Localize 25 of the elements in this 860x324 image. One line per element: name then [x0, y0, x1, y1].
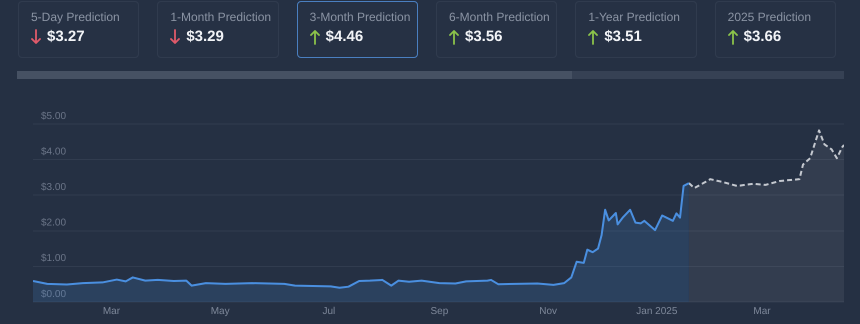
x-tick-label: Mar	[102, 306, 121, 317]
text: 5-Day Prediction	[31, 10, 121, 24]
x-tick-label: Jan 2025	[636, 306, 678, 317]
x-tick-label: Nov	[539, 306, 558, 317]
x-tick-label: Sep	[430, 306, 449, 317]
text: $3.27	[47, 28, 85, 45]
y-tick-label: $4.00	[41, 146, 66, 158]
text: $4.46	[326, 28, 364, 45]
x-tick-label: Jul	[322, 306, 336, 317]
text: 1-Month Prediction	[170, 10, 272, 24]
y-tick-label: $2.00	[41, 218, 66, 229]
text: 3-Month Prediction	[310, 10, 412, 24]
text: $3.56	[464, 28, 503, 45]
text: 6-Month Prediction	[448, 10, 551, 24]
text: $3.66	[744, 28, 782, 45]
y-tick-label: $5.00	[41, 110, 66, 122]
x-tick-label: Mar	[753, 306, 772, 317]
y-tick-label: $0.00	[41, 288, 66, 300]
y-tick-label: $3.00	[41, 182, 66, 193]
text: $3.29	[186, 28, 224, 45]
text: 2025 Prediction	[728, 10, 812, 24]
text: 1-Year Prediction	[588, 10, 681, 24]
y-tick-label: $1.00	[41, 253, 66, 264]
x-tick-label: May	[210, 306, 230, 317]
text: $3.51	[604, 28, 642, 45]
